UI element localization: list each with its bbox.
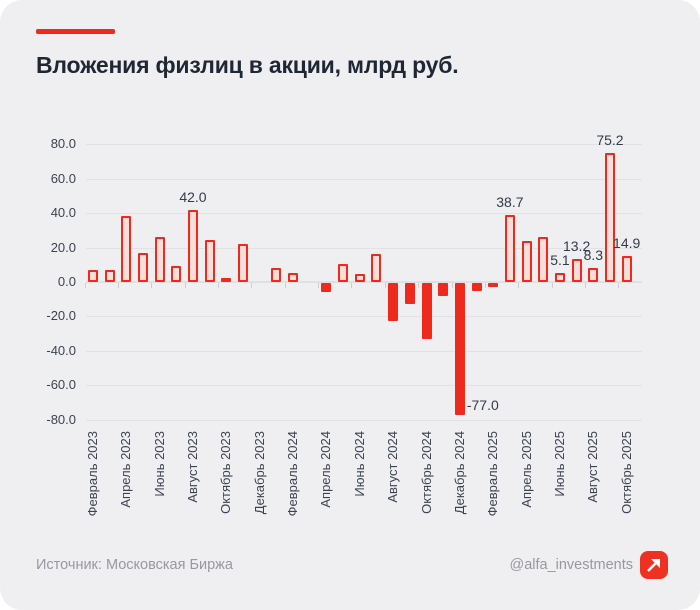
bar <box>504 215 515 282</box>
bar-value-label: -77.0 <box>466 397 499 414</box>
x-axis-tick-mark <box>117 283 119 288</box>
x-axis-tick-mark <box>151 283 153 288</box>
bar <box>221 277 232 282</box>
y-axis-tick-label: 20.0 <box>50 239 76 255</box>
bar <box>104 269 115 282</box>
social-handle: @alfa_investments <box>509 557 633 573</box>
x-axis-tick-label: Август 2025 <box>585 431 601 503</box>
x-axis-tick-label: Декабрь 2024 <box>451 431 467 515</box>
x-axis-tick-label: Октябрь 2023 <box>218 431 234 514</box>
gridline <box>86 144 642 146</box>
bar <box>404 283 415 304</box>
gridline <box>86 385 642 387</box>
x-axis-tick-label: Июнь 2024 <box>351 431 367 497</box>
bar <box>87 269 98 282</box>
x-axis-tick-label: Апрель 2025 <box>518 431 534 508</box>
x-axis-tick-label: Февраль 2025 <box>485 431 501 517</box>
bar <box>488 283 499 288</box>
alfa-investments-arrow-icon <box>640 551 668 579</box>
x-axis-line <box>86 281 642 283</box>
gridline <box>86 350 642 352</box>
chart-title: Вложения физлиц в акции, млрд руб. <box>36 52 459 78</box>
x-axis-tick-label: Октябрь 2024 <box>418 431 434 514</box>
y-axis-tick-label: 60.0 <box>50 170 76 186</box>
bar <box>321 283 332 292</box>
x-axis-tick-mark <box>84 283 86 288</box>
bar <box>421 283 432 339</box>
x-axis-tick-label: Апрель 2023 <box>118 431 134 508</box>
x-axis-tick-mark <box>318 283 320 288</box>
x-axis-tick-mark <box>484 283 486 288</box>
y-axis-tick-label: 80.0 <box>50 136 76 152</box>
bar-value-label: 38.7 <box>496 194 524 211</box>
y-axis-tick-label: -80.0 <box>46 411 76 427</box>
x-axis-tick-mark <box>218 283 219 288</box>
bar <box>604 152 615 282</box>
bar <box>521 240 532 282</box>
x-axis-tick-label: Декабрь 2023 <box>251 431 267 515</box>
bar <box>454 283 465 416</box>
y-axis-tick-label: -40.0 <box>46 342 76 358</box>
bar <box>571 259 582 282</box>
x-axis-tick-mark <box>351 283 353 288</box>
bar-value-label: 75.2 <box>596 131 624 148</box>
x-axis-tick-mark <box>551 283 553 288</box>
source-label: Источник: Московская Биржа <box>36 557 233 573</box>
x-axis-tick-mark <box>251 283 253 288</box>
y-axis-tick-label: -60.0 <box>46 377 76 393</box>
bar-value-label: 13.2 <box>562 238 591 255</box>
bar <box>438 283 449 296</box>
x-axis-tick-mark <box>584 283 586 288</box>
x-axis-tick-mark <box>184 283 186 288</box>
gridline <box>86 247 642 249</box>
accent-bar <box>36 29 115 34</box>
bar-value-label: 8.3 <box>583 246 604 263</box>
x-axis-tick-label: Август 2024 <box>385 431 401 503</box>
bar <box>388 283 399 321</box>
gridline <box>86 213 642 215</box>
x-axis-tick-label: Февраль 2024 <box>285 431 301 517</box>
gridline <box>86 178 642 180</box>
x-axis-tick-mark <box>284 283 286 288</box>
x-axis-tick-label: Август 2023 <box>184 431 200 503</box>
x-axis-tick-label: Апрель 2024 <box>318 431 334 508</box>
bar <box>371 253 382 282</box>
x-axis-tick-label: Июнь 2025 <box>551 431 567 497</box>
bar <box>354 274 365 282</box>
x-axis-tick-label: Октябрь 2025 <box>618 431 634 514</box>
gridline <box>86 419 642 421</box>
x-axis-tick-mark <box>618 283 620 288</box>
x-axis-tick-mark <box>418 283 420 288</box>
x-axis-tick-mark <box>518 283 520 288</box>
bar-value-label: 5.1 <box>550 252 570 269</box>
bar <box>204 239 215 282</box>
x-axis-tick-label: Февраль 2023 <box>84 431 100 517</box>
bar <box>338 263 349 282</box>
y-axis-tick-label: 40.0 <box>50 205 76 221</box>
bar <box>137 252 148 282</box>
x-axis-tick-mark <box>384 283 386 288</box>
bar <box>187 209 198 282</box>
x-axis-tick-label: Июнь 2023 <box>151 431 167 497</box>
bar-value-label: 14.9 <box>613 235 641 252</box>
bar <box>271 268 282 282</box>
bar <box>121 215 132 282</box>
footer: Источник: Московская Биржа @alfa_investm… <box>0 550 700 580</box>
y-axis-tick-label: -20.0 <box>46 308 76 324</box>
bar <box>238 244 249 282</box>
bar <box>554 273 565 282</box>
bar <box>171 265 182 282</box>
bar <box>588 267 599 282</box>
bar-value-label: 42.0 <box>179 188 207 205</box>
y-axis-tick-label: 0.0 <box>57 274 76 289</box>
bar <box>621 256 632 282</box>
bar <box>154 237 165 282</box>
bar <box>538 237 549 282</box>
bar <box>471 283 482 291</box>
x-axis-tick-mark <box>451 283 453 288</box>
gridline <box>86 316 642 318</box>
bar <box>288 273 299 282</box>
